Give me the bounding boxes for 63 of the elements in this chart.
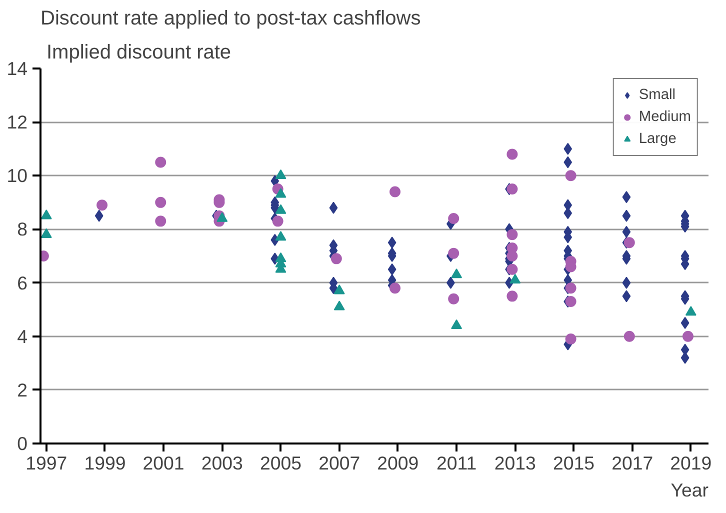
point: [275, 230, 286, 241]
legend-label: Small: [638, 87, 676, 103]
point: [506, 184, 518, 195]
x-tick-label: 2015: [552, 452, 594, 474]
legend-label: Large: [638, 131, 676, 147]
point: [506, 250, 518, 262]
y-tick-label: 10: [6, 165, 28, 186]
point: [272, 216, 284, 227]
point: [96, 200, 108, 211]
y-tick-label: 6: [17, 272, 28, 294]
point: [275, 188, 286, 198]
point: [506, 229, 518, 240]
x-tick-label: 2007: [318, 452, 360, 474]
legend-label: Medium: [638, 109, 691, 125]
x-axis-title: Year: [670, 480, 709, 500]
point: [506, 148, 518, 160]
point: [40, 210, 52, 220]
point: [624, 330, 635, 342]
y-tick-label: 14: [6, 58, 28, 79]
point: [451, 268, 462, 278]
point: [275, 204, 286, 214]
point: [506, 290, 518, 302]
point: [565, 282, 576, 294]
y-tick-label: 8: [17, 218, 28, 240]
point: [624, 237, 635, 248]
point: [155, 196, 166, 208]
point: [155, 156, 166, 168]
point: [155, 216, 166, 227]
y-tick-label: 2: [17, 379, 28, 400]
x-tick-label: 1997: [26, 452, 68, 474]
point: [685, 306, 696, 316]
point: [565, 334, 576, 345]
x-tick-label: 2009: [377, 452, 419, 474]
y-tick-label: 12: [6, 112, 28, 133]
point: [506, 264, 518, 275]
point: [682, 330, 694, 342]
x-tick-label: 2001: [142, 452, 184, 474]
point: [510, 274, 521, 284]
x-tick-label: 2003: [201, 452, 243, 474]
x-tick-label: 2017: [612, 452, 654, 474]
point: [390, 282, 401, 294]
point: [334, 300, 345, 310]
point: [448, 248, 460, 259]
x-tick-label: 2013: [494, 452, 536, 474]
x-tick-label: 1999: [84, 452, 126, 474]
point: [448, 293, 460, 304]
point: [565, 296, 576, 308]
point: [334, 284, 345, 294]
y-tick-label: 0: [17, 433, 28, 454]
chart-title: Discount rate applied to post-tax cashflows: [40, 8, 421, 30]
point: [451, 319, 462, 330]
x-tick-label: 2019: [670, 452, 712, 474]
point: [565, 170, 576, 182]
x-tick-label: 2005: [260, 452, 302, 474]
y-tick-label: 4: [17, 326, 28, 347]
point: [275, 169, 286, 180]
point: [330, 253, 342, 264]
y-axis-title: Implied discount rate: [46, 42, 232, 64]
point: [448, 213, 460, 224]
point: [216, 212, 228, 222]
x-tick-label: 2011: [436, 452, 477, 474]
point: [40, 228, 52, 238]
point: [390, 186, 401, 198]
